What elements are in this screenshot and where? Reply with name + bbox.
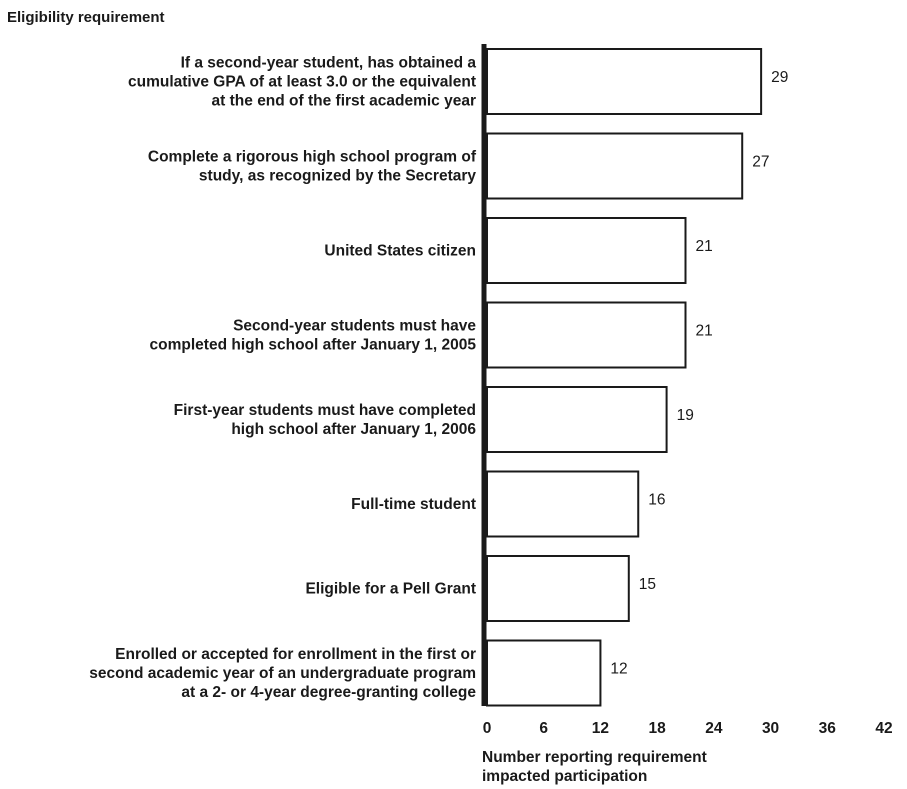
value-label-1: 27 [752, 154, 769, 171]
x-tick-label-3: 18 [649, 720, 667, 737]
x-tick-label-1: 6 [539, 720, 548, 737]
bar-7 [486, 639, 602, 707]
x-tick-label-5: 30 [762, 720, 779, 737]
category-label-4: First-year students must have completed h… [174, 402, 477, 438]
value-label-2: 21 [696, 238, 713, 255]
x-tick-label-6: 36 [819, 720, 837, 737]
bars-layer: 29 27 21 21 19 16 15 12 [486, 48, 788, 707]
bar-2 [486, 217, 687, 284]
bar-3 [486, 301, 687, 369]
x-axis-title: Number reporting requirement impacted par… [482, 749, 707, 785]
bar-1 [486, 132, 744, 200]
category-label-7: Enrolled or accepted for enrollment in t… [89, 646, 476, 701]
x-ticks-layer: 0 6 12 18 24 30 36 42 [483, 720, 893, 737]
x-tick-label-4: 24 [705, 720, 723, 737]
value-label-7: 12 [610, 661, 627, 678]
value-label-5: 16 [648, 492, 665, 509]
x-axis-title-line-1: impacted participation [482, 768, 647, 785]
x-tick-label-2: 12 [592, 720, 609, 737]
value-label-6: 15 [639, 576, 656, 593]
x-tick-label-0: 0 [483, 720, 492, 737]
category-label-1: Complete a rigorous high school program … [148, 149, 477, 185]
value-label-0: 29 [771, 69, 788, 86]
category-label-3: Second-year students must have completed … [150, 318, 477, 354]
category-label-0: If a second-year student, has obtained a… [128, 55, 476, 110]
category-labels-layer: If a second-year student, has obtained a… [89, 55, 477, 702]
x-tick-label-7: 42 [875, 720, 892, 737]
category-label-6: Eligible for a Pell Grant [305, 581, 476, 598]
x-axis-title-line-0: Number reporting requirement [482, 749, 707, 766]
y-axis-heading: Eligibility requirement [7, 9, 165, 26]
bar-6 [486, 555, 630, 622]
value-label-3: 21 [696, 323, 713, 340]
category-label-5: Full-time student [351, 496, 476, 513]
value-label-4: 19 [677, 407, 694, 424]
bar-0 [486, 48, 763, 115]
category-label-2: United States citizen [324, 243, 476, 260]
bar-4 [486, 386, 668, 453]
bar-5 [486, 470, 640, 538]
